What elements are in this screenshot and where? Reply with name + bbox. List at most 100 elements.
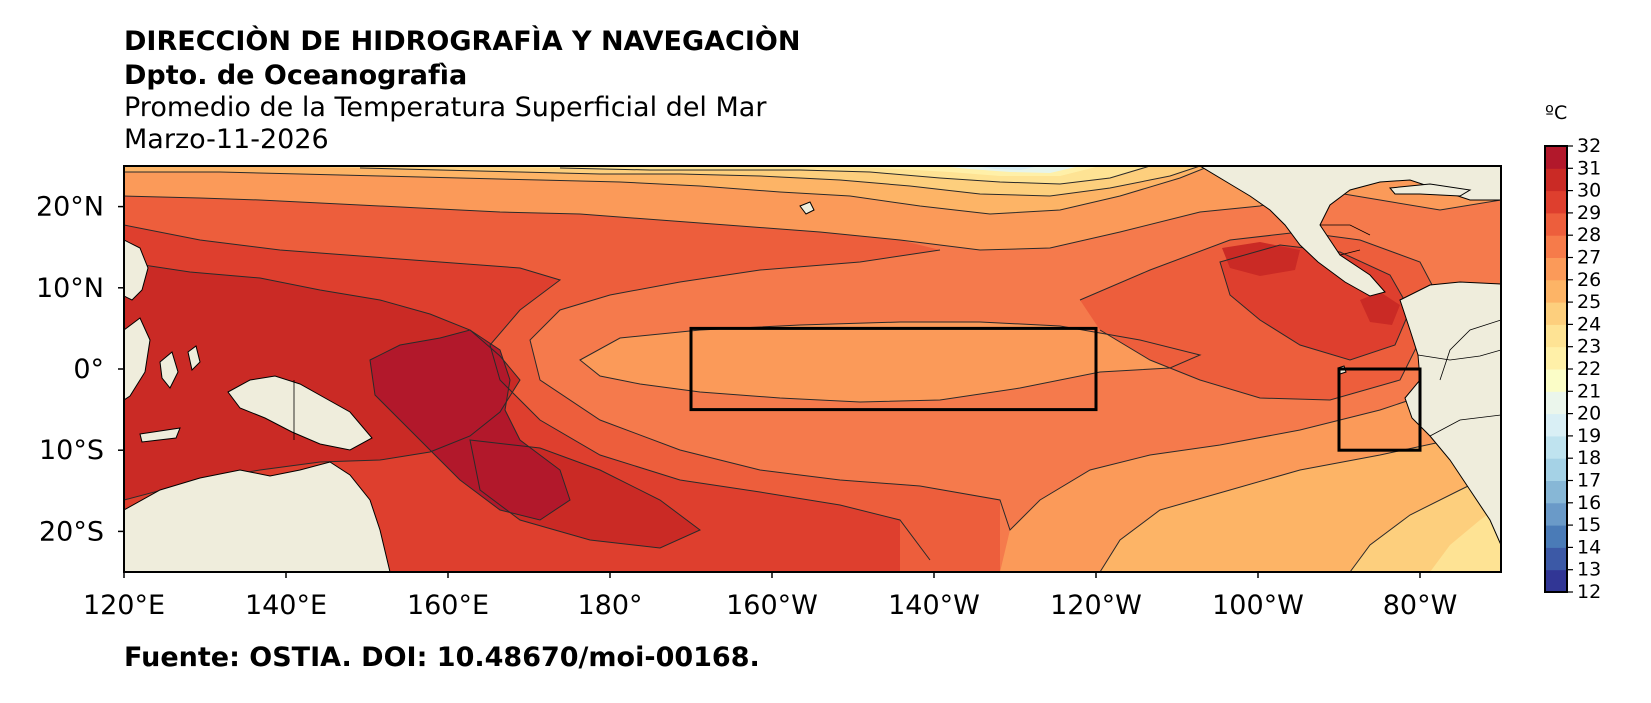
colorbar-tick-label: 21 [1577,380,1601,402]
colorbar-swatch [1545,480,1567,504]
colorbar-tick-label: 28 [1577,224,1601,246]
latitude-tick-label: 10°N [36,273,104,304]
institution-title: DIRECCIÒN DE HIDROGRAFÌA Y NAVEGACIÒN [124,26,801,57]
land-halmahera [187,345,201,371]
longitude-tick-label: 80°W [1383,590,1458,621]
colorbar-tick-label: 23 [1577,336,1601,358]
colorbar-tick-label: 14 [1577,536,1601,558]
land-south-america [1399,281,1501,546]
sst-cold-tongue [580,322,1200,402]
colorbar-tick-label: 25 [1577,291,1601,313]
isotherm-line [369,329,571,521]
colorbar-tick-label: 29 [1577,202,1601,224]
colorbar-swatch [1545,525,1567,548]
colorbar-swatch [1545,346,1567,370]
colorbar-tick-label: 15 [1577,514,1601,536]
colorbar-swatch [1545,391,1567,415]
data-source-note: Fuente: OSTIA. DOI: 10.48670/moi-00168. [124,642,760,673]
colorbar-swatch [1545,569,1567,593]
colorbar-tick-label: 30 [1577,180,1601,202]
colorbar-tick-label: 27 [1577,247,1601,269]
country-borders [293,224,1501,440]
longitude-tick-label: 160°E [407,590,489,621]
latitude-tick-label: 20°S [39,516,104,547]
land-cuba [1389,183,1472,197]
isotherm-line [529,249,1501,531]
longitude-tick-label: 140°W [888,590,980,621]
border-line [1339,249,1361,256]
border-line [1429,414,1501,437]
land-new-guinea [227,375,373,451]
sst-band-23-south [1430,505,1501,572]
colorbar-swatch [1545,413,1567,437]
colorbar-tick-label: 22 [1577,358,1601,380]
colorbar-swatch [1545,502,1567,526]
nino-region-box [689,326,1098,412]
isotherm-line [124,166,1211,215]
colorbar-tick-label: 12 [1577,581,1601,603]
colorbar-tick-label: 13 [1577,559,1601,581]
colorbar-swatch [1545,302,1567,325]
nino-regions [689,326,1422,452]
colorbar-tick-label: 18 [1577,447,1601,469]
sst-field [124,166,1501,572]
isotherm-lines [124,166,1501,572]
land-masses [124,166,1501,572]
colorbar-tick-label: 20 [1577,403,1601,425]
map-date: Marzo-11-2026 [124,124,329,155]
colorbar-swatch [1545,324,1567,348]
colorbar-unit-label: ºC [1545,102,1568,124]
sst-band-31 [370,330,570,520]
land-sulawesi [159,351,179,389]
longitude-tick-label: 120°E [83,590,165,621]
colorbar-tick-label: 19 [1577,425,1601,447]
colorbar-tick-label: 32 [1577,135,1601,157]
land-hawaii [799,201,815,215]
longitude-axis: 120°E 140°E 160°E 180° 160°W 140°W 120°W 100°W 8… [83,572,1457,621]
department-subtitle: Dpto. de Oceanografìa [124,60,468,91]
isotherm-line [124,261,521,501]
longitude-tick-label: 140°E [245,590,327,621]
colorbar-swatch [1545,458,1567,481]
latitude-tick-label: 20°N [36,192,104,223]
colorbar-swatch [1545,435,1567,459]
longitude-tick-label: 100°W [1212,590,1304,621]
longitude-tick-label: 120°W [1050,590,1142,621]
colorbar-swatch [1545,168,1567,192]
latitude-tick-label: 10°S [39,435,104,466]
isotherm-line [559,166,1151,185]
longitude-tick-label: 160°W [726,590,818,621]
colorbar-tick-label: 17 [1577,470,1601,492]
land-timor [139,427,181,443]
colorbar-swatch [1545,146,1567,169]
colorbar-swatch [1545,369,1567,392]
longitude-tick-label: 180° [577,590,642,621]
sst-band-30-east-b [1360,292,1400,325]
colorbar-tick-label: 26 [1577,269,1601,291]
land-australia [124,461,391,572]
sst-band-30-east [1222,242,1300,276]
land-borneo [124,317,151,401]
border-line [1417,349,1501,361]
isotherm-line [469,439,701,549]
nino-region-box [1337,367,1422,452]
colorbar-swatch [1545,190,1567,214]
colorbar-tick-label: 24 [1577,313,1601,335]
colorbar-tick-label: 16 [1577,492,1601,514]
land-philippines [124,239,149,301]
colorbar-tick-label: 31 [1577,157,1601,179]
colorbar-swatch [1545,235,1567,258]
map-title: Promedio de la Temperatura Superficial d… [124,92,767,123]
colorbar: 1213141516171819202122232425262728293031… [1544,135,1601,603]
colorbar-swatch [1545,279,1567,303]
latitude-axis: 20°N 10°N 0° 10°S 20°S [36,192,124,547]
border-line [1320,224,1371,236]
colorbar-swatch [1545,257,1567,281]
colorbar-swatch [1545,547,1567,571]
isotherm-line [124,224,931,561]
latitude-tick-label: 0° [73,354,104,385]
border-line [1439,319,1501,381]
isotherm-line [359,166,1201,197]
colorbar-swatch [1545,212,1567,236]
